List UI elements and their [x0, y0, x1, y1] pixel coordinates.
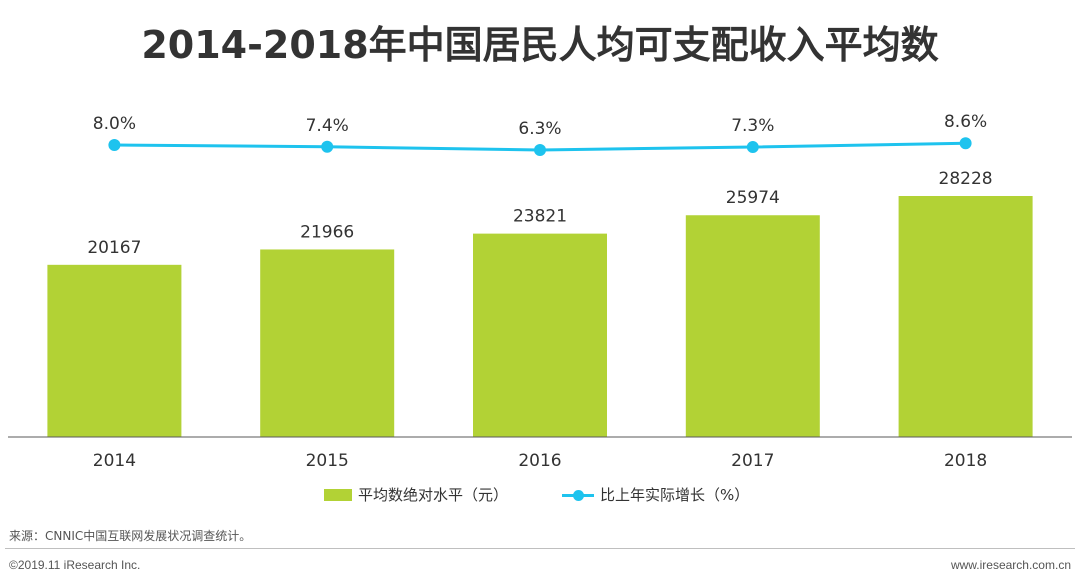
x-tick-label: 2014	[93, 451, 136, 471]
legend-line-swatch	[562, 489, 594, 501]
legend-item-bar: 平均数绝对水平（元）	[324, 484, 508, 505]
growth-point-2015	[321, 140, 334, 153]
bar-2014	[47, 264, 182, 437]
chart: 2014 2015 2016 2017 2018 20167 21966 23821 2597…	[8, 112, 1072, 471]
legend-item-line: 比上年实际增长（%）	[562, 484, 749, 505]
x-tick-label: 2018	[944, 451, 987, 471]
bar-2015	[260, 249, 395, 437]
growth-point-2018	[959, 137, 972, 150]
bar-value-label: 20167	[87, 238, 141, 258]
growth-value-label: 8.0%	[93, 114, 136, 134]
bar-value-label: 23821	[513, 207, 567, 227]
website-url: www.iresearch.com.cn	[950, 558, 1071, 572]
growth-value-label: 8.6%	[944, 112, 987, 132]
growth-value-label: 7.4%	[306, 116, 349, 136]
legend-bar-swatch	[324, 488, 352, 501]
bar-2016	[473, 233, 607, 437]
growth-point-2014	[108, 139, 121, 151]
legend: 平均数绝对水平（元） 比上年实际增长（%）	[0, 484, 1080, 506]
growth-value-label: 7.3%	[731, 116, 774, 136]
bar-2017	[685, 215, 820, 437]
x-tick-label: 2015	[306, 451, 349, 471]
bar-value-label: 25974	[726, 188, 780, 208]
source-note: 来源：CNNIC中国互联网发展状况调查统计。	[9, 529, 252, 543]
bar-value-label: 28228	[939, 169, 993, 189]
bar-2018	[898, 196, 1033, 437]
legend-label-line: 比上年实际增长（%）	[600, 486, 750, 504]
growth-value-label: 6.3%	[518, 119, 561, 139]
x-tick-label: 2016	[518, 451, 561, 471]
footer-divider	[5, 548, 1075, 549]
bar-value-label: 21966	[300, 222, 354, 242]
chart-title: 2014-2018年中国居民人均可支配收入平均数	[141, 23, 939, 67]
x-tick-label: 2017	[731, 451, 774, 471]
legend-label-bar: 平均数绝对水平（元）	[358, 486, 509, 504]
growth-point-2017	[746, 141, 759, 154]
copyright: ©2019.11 iResearch Inc.	[9, 558, 141, 572]
growth-point-2016	[534, 144, 546, 156]
